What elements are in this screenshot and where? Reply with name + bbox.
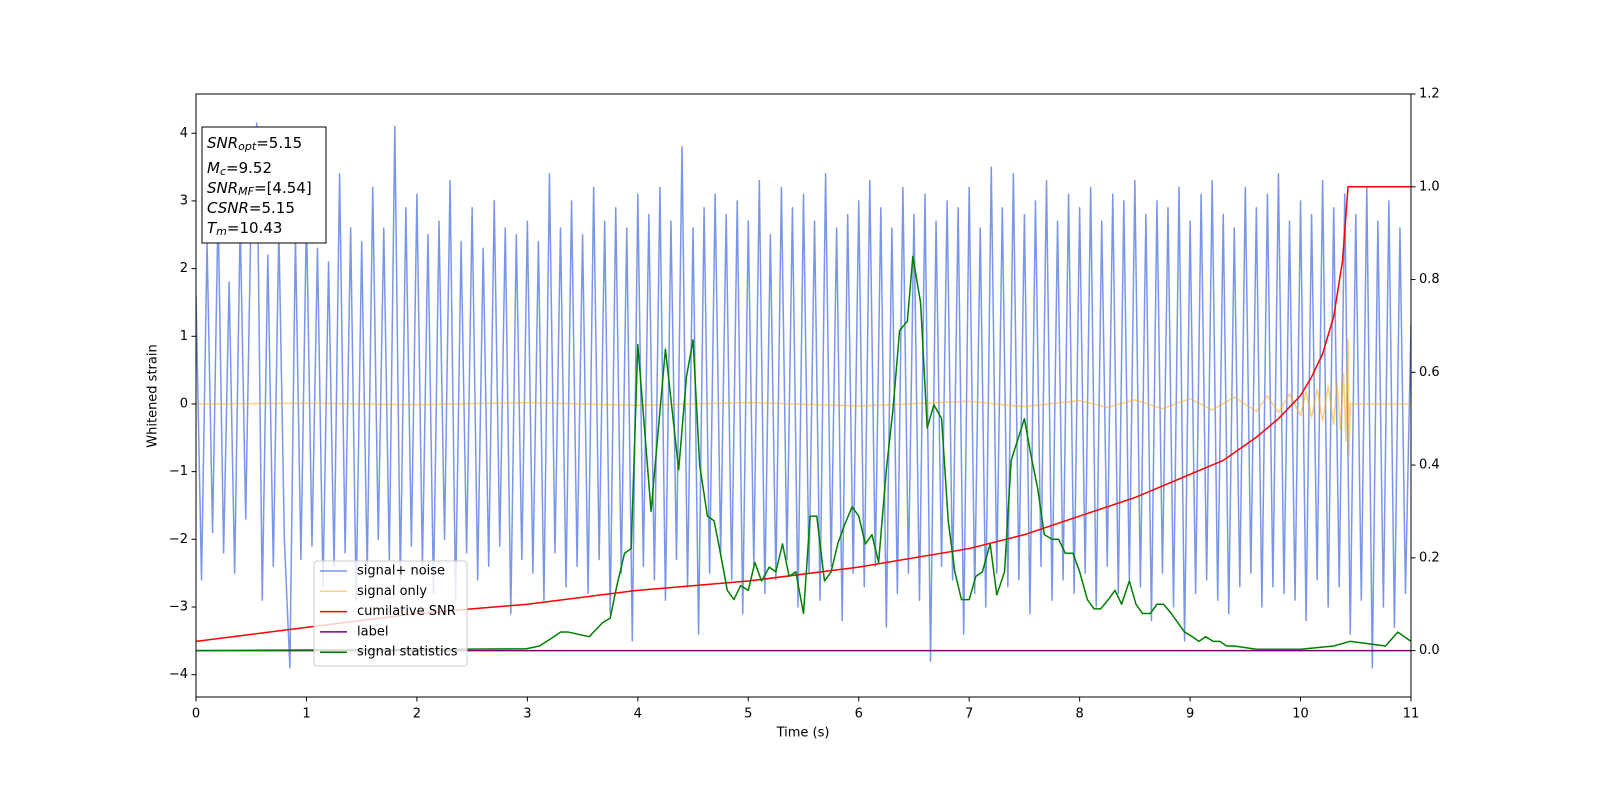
y-tick-label: 0 xyxy=(180,396,188,411)
series-line xyxy=(196,338,1411,456)
y-tick-label: −1 xyxy=(169,464,188,479)
x-tick-label: 9 xyxy=(1186,707,1194,722)
x-tick-label: 0 xyxy=(192,707,200,722)
x-tick-label: 7 xyxy=(965,707,973,722)
x-tick-label: 4 xyxy=(634,707,642,722)
annotation-text: CSNR=5.15 xyxy=(207,199,295,217)
legend-label: cumilative SNR xyxy=(357,604,456,619)
annotation-subscript: opt xyxy=(238,140,257,153)
annotation-symbol: M xyxy=(207,159,220,177)
y-tick-label: 3 xyxy=(180,193,188,208)
annotation-value: =9.52 xyxy=(226,159,272,177)
y2-tick-label: 0.2 xyxy=(1419,550,1440,565)
x-tick-label: 5 xyxy=(744,707,752,722)
series-line xyxy=(196,186,1411,643)
annotation-subscript: m xyxy=(216,225,227,238)
y-axis-label: Whitened strain xyxy=(146,344,161,447)
legend-frame xyxy=(313,560,468,667)
legend: signal+ noise signal only cumilative SNR la… xyxy=(313,560,468,667)
annotation-subscript: MF xyxy=(238,185,254,198)
x-tick-label: 1 xyxy=(302,707,310,722)
x-tick-label: 3 xyxy=(523,707,531,722)
y-tick-label: 4 xyxy=(180,126,188,141)
legend-label: signal+ noise xyxy=(357,564,445,579)
legend-label: label xyxy=(357,624,388,639)
annotation-symbol: SNR xyxy=(207,179,238,197)
annotation-value: =5.15 xyxy=(256,134,302,152)
annotation-symbol: T xyxy=(207,219,218,237)
series-line xyxy=(196,255,1411,652)
x-tick-label: 8 xyxy=(1075,707,1083,722)
y2-tick-label: 1.2 xyxy=(1419,87,1440,102)
y-tick-label: 1 xyxy=(180,329,188,344)
x-tick-label: 6 xyxy=(855,707,863,722)
y-tick-label: −4 xyxy=(169,667,188,682)
x-axis-label: Time (s) xyxy=(776,726,830,741)
annotation-symbol: SNR xyxy=(207,134,238,152)
legend-label: signal statistics xyxy=(357,645,458,660)
annotation-box: SNRopt=5.15Mc=9.52SNRMF=[4.54]CSNR=5.15T… xyxy=(201,126,327,244)
y2-tick-label: 0.0 xyxy=(1419,643,1440,658)
axes-frame xyxy=(195,93,1412,698)
y2-tick-label: 1.0 xyxy=(1419,179,1440,194)
x-tick-label: 11 xyxy=(1403,707,1420,722)
annotation-value: =[4.54] xyxy=(254,179,312,197)
x-tick-label: 10 xyxy=(1292,707,1309,722)
y-tick-label: −3 xyxy=(169,599,188,614)
annotation-subscript: c xyxy=(220,165,226,178)
x-tick-label: 2 xyxy=(413,707,421,722)
annotation-value: =5.15 xyxy=(249,199,295,217)
legend-label: signal only xyxy=(357,584,427,599)
annotation-text: Mc=9.52 xyxy=(207,159,272,179)
annotation-text: SNRMF=[4.54] xyxy=(207,179,312,199)
annotation-text: Tm=10.43 xyxy=(207,219,282,239)
annotation-text: SNRopt=5.15 xyxy=(207,134,302,154)
y-tick-label: −2 xyxy=(169,532,188,547)
ticks: 0 1 2 3 4 5 6 7 8 9 10 11 −4 −3 −2 −1 0 1 2 3 4 0.0 0.2 0.4 0.6 0… xyxy=(169,87,1440,722)
annotation-symbol: CSNR xyxy=(207,199,249,217)
y-tick-label: 2 xyxy=(180,261,188,276)
y2-tick-label: 0.4 xyxy=(1419,458,1440,473)
y2-tick-label: 0.6 xyxy=(1419,365,1440,380)
y2-tick-label: 0.8 xyxy=(1419,272,1440,287)
series-line xyxy=(196,122,1411,669)
annotation-frame xyxy=(201,126,327,244)
annotation-value: =10.43 xyxy=(227,219,283,237)
